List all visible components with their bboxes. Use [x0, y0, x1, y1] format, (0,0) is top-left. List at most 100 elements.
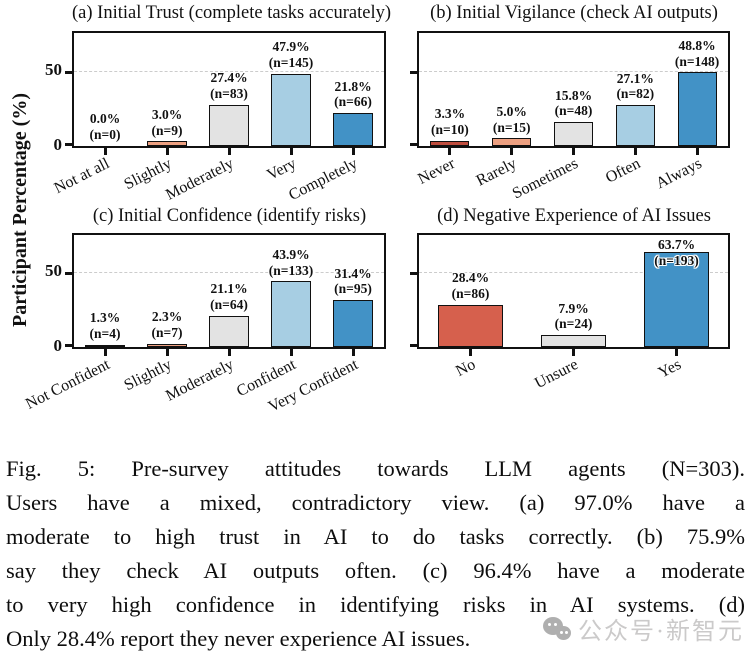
bar-value-label: 27.4% (n=83): [210, 70, 248, 101]
caption-line: to very high confidence in identifying r…: [6, 592, 745, 617]
chat-bubble-small: [556, 625, 571, 640]
x-tick: [448, 146, 452, 155]
y-tick-label-0: 0: [53, 336, 63, 355]
bar-a-1: [147, 141, 187, 146]
x-axis-label: Moderately: [163, 155, 237, 204]
gridline-50: [74, 70, 384, 72]
bar-c-4: [333, 300, 373, 347]
gridline-50: [419, 272, 728, 274]
bar-value-label: 7.9% (n=24): [554, 300, 593, 332]
y-tick-0: [409, 344, 417, 347]
bar-value-label: 21.1% (n=64): [210, 280, 248, 312]
bar-c-3: [271, 281, 311, 347]
x-tick: [165, 347, 169, 356]
x-axis-label: Yes: [655, 356, 685, 382]
x-tick: [351, 347, 355, 356]
x-tick: [227, 146, 231, 155]
bar-d-2: [644, 251, 709, 347]
bar-value-label: 31.4% (n=95): [334, 265, 372, 297]
x-tick: [695, 146, 699, 155]
y-tick-0: [409, 143, 417, 146]
bar-b-4: [677, 72, 717, 146]
bar-b-2: [554, 122, 593, 146]
x-axis-label: Unsure: [532, 356, 582, 393]
caption-line: Fig. 5: Pre-survey attitudes towards LLM…: [6, 456, 745, 481]
x-axis-label: Not Confident: [23, 356, 113, 413]
x-tick: [289, 347, 293, 356]
bar-value-label: 3.3% (n=10): [431, 106, 469, 138]
bar-value-label: 0.0% (n=0): [89, 111, 121, 143]
gridline-50: [74, 272, 384, 274]
bar-b-1: [492, 138, 532, 146]
y-tick-50: [64, 70, 72, 74]
x-tick: [572, 347, 575, 356]
figure-caption: Fig. 5: Pre-survey attitudes towards LLM…: [6, 452, 745, 656]
y-tick-50: [409, 272, 417, 276]
chart-b-title: (b) Initial Vigilance (check AI outputs): [430, 3, 718, 23]
bar-b-0: [430, 141, 470, 146]
bar-a-4: [333, 113, 373, 146]
bar-value-label: 21.8% (n=66): [334, 78, 372, 110]
bar-value-label: 1.3% (n=4): [89, 310, 121, 342]
bar-c-1: [147, 343, 187, 347]
chart-d-title: (d) Negative Experience of AI Issues: [437, 206, 711, 226]
bar-value-label: 2.3% (n=7): [151, 308, 183, 340]
bar-value-label: 28.4% (n=86): [451, 270, 490, 301]
x-axis-label: Never: [415, 155, 458, 188]
x-tick: [227, 347, 231, 356]
x-axis-label: Completely: [286, 155, 361, 205]
y-tick-label-0: 0: [53, 135, 63, 154]
y-tick-50: [409, 70, 417, 74]
y-tick-label-50: 50: [45, 59, 62, 79]
bar-value-label: 3.0% (n=9): [151, 106, 183, 138]
y-tick-0: [64, 344, 72, 347]
bar-b-3: [615, 105, 655, 146]
bar-d-0: [438, 304, 503, 347]
x-tick: [351, 146, 355, 155]
bar-c-0: [85, 345, 125, 347]
bar-a-2: [209, 104, 249, 146]
x-tick: [103, 146, 107, 155]
bar-value-label: 43.9% (n=133): [268, 246, 314, 278]
bar-value-label: 27.1% (n=82): [616, 70, 655, 102]
x-axis-label: Always: [653, 155, 705, 193]
bar-value-label: 5.0% (n=15): [492, 103, 531, 135]
x-tick: [289, 146, 293, 155]
y-tick-0: [64, 143, 72, 146]
watermark-text: 公众号·新智元: [578, 619, 744, 645]
plot-area-b: 3.3% (n=10) Never 5.0% (n=15) Rarely 15.8% (…: [409, 31, 730, 202]
plot-area-a: 0 50 0.0% (n=0) Not at all 3.0% (n=9) Slightl…: [45, 31, 386, 204]
x-tick: [165, 146, 169, 155]
x-tick: [572, 146, 575, 155]
bar-c-2: [209, 315, 249, 347]
x-axis-label: Very: [264, 155, 299, 184]
x-tick: [675, 347, 678, 356]
wechat-chat-bubbles-icon: [542, 613, 578, 645]
y-tick-label-50: 50: [45, 261, 62, 281]
bar-value-label: 15.8% (n=48): [554, 87, 593, 119]
plot-area-c: 0 50 1.3% (n=4) Not Confident 2.3% (n=7) Slig…: [23, 233, 386, 416]
caption-line: say they check AI outputs often. (c) 96.…: [6, 558, 745, 583]
x-tick: [103, 347, 107, 356]
bar-value-label: 48.8% (n=148): [674, 37, 720, 69]
watermark: 公众号·新智元: [542, 611, 744, 646]
x-tick: [633, 146, 637, 155]
x-axis-label: Not at all: [51, 155, 113, 198]
x-axis-label: Often: [602, 155, 644, 187]
x-axis-label: Sometimes: [510, 155, 582, 203]
x-tick: [469, 347, 472, 356]
bar-a-3: [271, 73, 311, 146]
bar-value-label: 63.7% (n=193): [654, 237, 699, 269]
x-axis-label: Moderately: [163, 356, 237, 405]
x-axis-label: No: [453, 356, 479, 381]
caption-line: moderate to high trust in AI to do tasks…: [6, 524, 745, 549]
y-tick-50: [64, 272, 72, 276]
chart-a-title: (a) Initial Trust (complete tasks accura…: [72, 3, 392, 23]
bar-d-1: [541, 335, 606, 347]
y-axis-label: Participant Percentage (%): [9, 93, 31, 327]
chart-c-title: (c) Initial Confidence (identify risks): [92, 206, 367, 226]
gridline-50: [419, 70, 728, 72]
bar-value-label: 47.9% (n=145): [268, 39, 314, 71]
plot-area-d: 28.4% (n=86) No 7.9% (n=24) Unsure 63.7% (n=…: [409, 233, 730, 392]
